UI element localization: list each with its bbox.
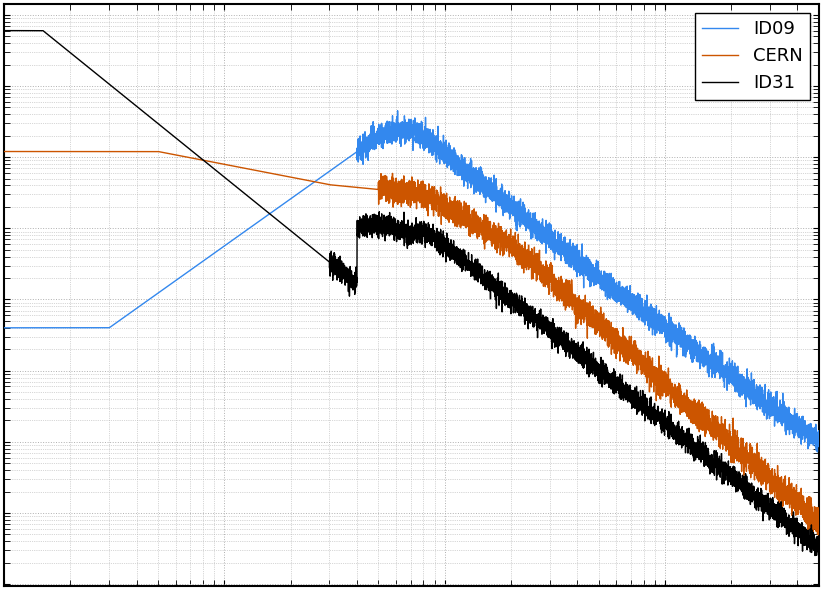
ID31 [814, 543, 823, 550]
CERN [294, 175, 304, 182]
Line: CERN: CERN [4, 152, 819, 535]
CERN [40, 148, 50, 155]
ID31 [814, 556, 823, 563]
ID31 [603, 379, 613, 386]
ID09 [603, 278, 613, 286]
ID09 [393, 107, 402, 114]
ID31 [481, 278, 491, 286]
ID31 [0, 27, 9, 34]
ID31 [517, 304, 527, 312]
ID09 [812, 448, 822, 455]
CERN [0, 148, 9, 155]
ID09 [481, 188, 491, 195]
ID09 [517, 205, 527, 212]
CERN [813, 532, 823, 539]
ID09 [40, 324, 50, 332]
CERN [814, 517, 823, 525]
ID31 [647, 409, 657, 416]
CERN [481, 234, 491, 241]
Line: ID31: ID31 [4, 31, 819, 559]
Line: ID09: ID09 [4, 111, 819, 452]
ID09 [647, 303, 657, 310]
ID31 [294, 234, 304, 241]
ID09 [0, 324, 9, 332]
Legend: ID09, CERN, ID31: ID09, CERN, ID31 [695, 13, 810, 100]
CERN [517, 246, 527, 253]
ID09 [814, 435, 823, 442]
CERN [647, 370, 657, 377]
CERN [603, 333, 613, 340]
ID31 [40, 29, 50, 36]
ID09 [294, 189, 304, 196]
